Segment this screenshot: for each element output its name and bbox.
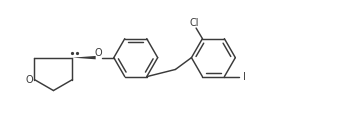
Text: O: O [95, 48, 102, 58]
Polygon shape [73, 56, 96, 59]
Text: Cl: Cl [189, 18, 199, 28]
Text: O: O [25, 75, 33, 85]
Text: I: I [243, 72, 246, 82]
